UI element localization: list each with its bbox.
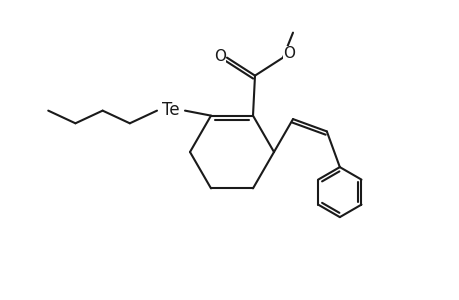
Text: Te: Te [162,100,179,118]
Text: O: O [213,49,225,64]
Text: O: O [282,46,294,61]
